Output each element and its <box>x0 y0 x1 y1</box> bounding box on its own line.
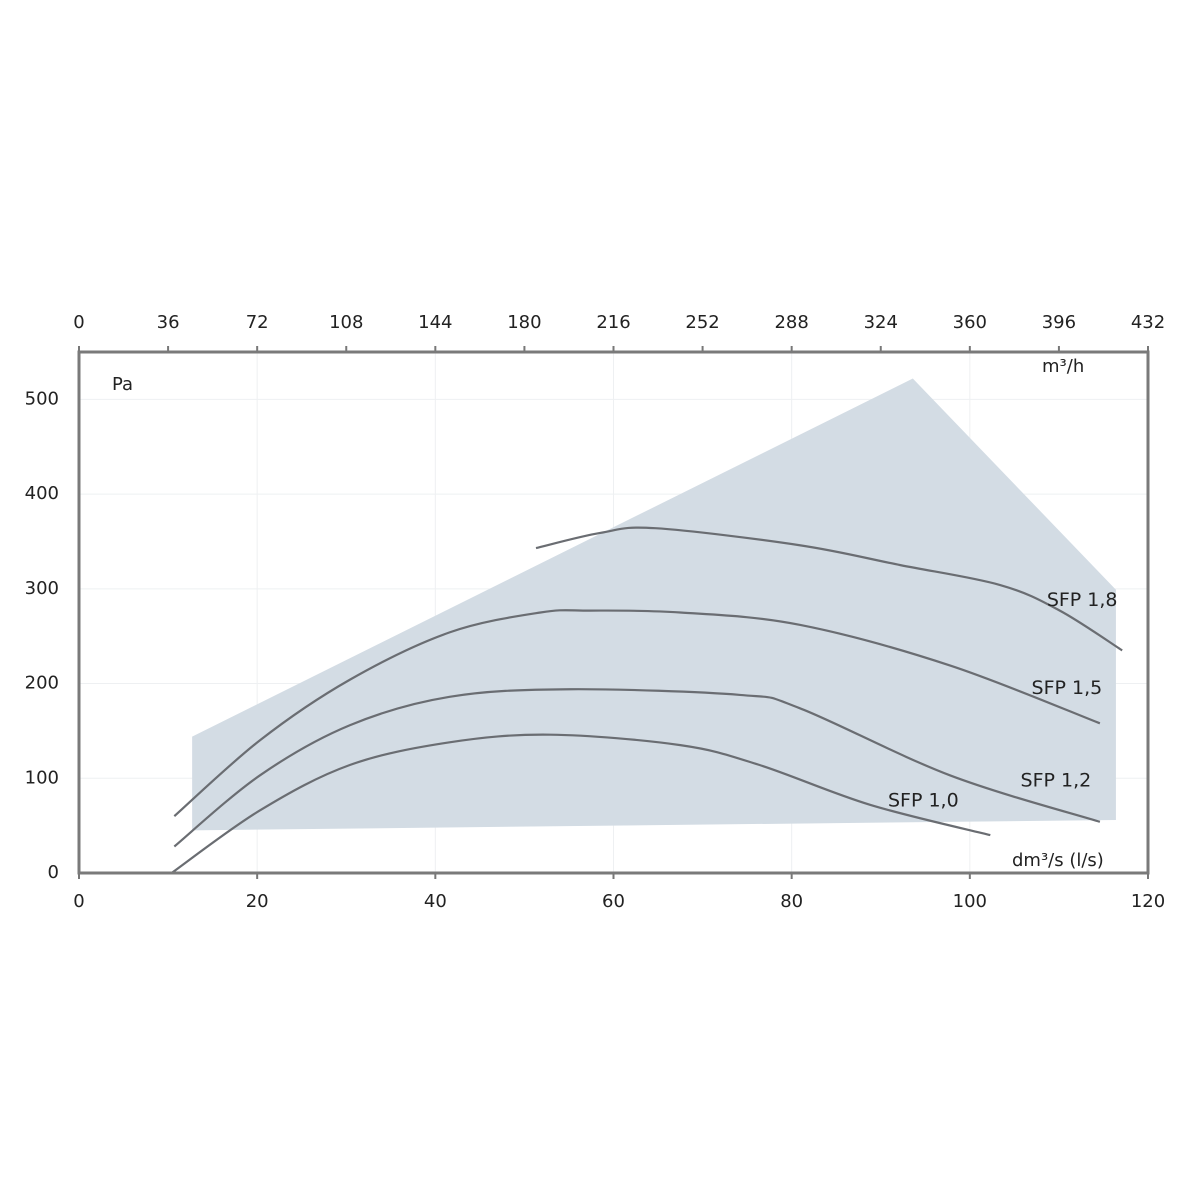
curve-label: SFP 1,2 <box>1021 769 1092 791</box>
curve-label: SFP 1,5 <box>1032 677 1103 699</box>
x2-tick-label: 108 <box>329 312 363 333</box>
x2-tick-label: 324 <box>864 312 898 333</box>
y-tick-label: 500 <box>25 388 59 409</box>
x2-tick-label: 288 <box>774 312 808 333</box>
x-tick-label: 80 <box>780 891 803 912</box>
sfp-curve <box>171 733 991 874</box>
x-tick-label: 60 <box>602 891 625 912</box>
sfp-curve <box>173 609 1101 817</box>
x2-tick-label: 36 <box>157 312 180 333</box>
x2-tick-label: 396 <box>1042 312 1076 333</box>
curve-label: SFP 1,0 <box>888 790 959 812</box>
sfp-curve <box>173 688 1101 848</box>
x-tick-label: 120 <box>1131 891 1165 912</box>
x-tick-label: 40 <box>424 891 447 912</box>
y-tick-label: 300 <box>25 578 59 599</box>
x-tick-label: 100 <box>953 891 987 912</box>
x2-tick-label: 72 <box>246 312 269 333</box>
curve-label: SFP 1,8 <box>1047 589 1118 611</box>
x2-axis-label: m³/h <box>1042 356 1084 377</box>
x2-tick-label: 432 <box>1131 312 1165 333</box>
sfp-curve <box>535 526 1123 652</box>
x2-tick-label: 180 <box>507 312 541 333</box>
y-tick-label: 200 <box>25 673 59 694</box>
x2-tick-label: 360 <box>953 312 987 333</box>
x2-tick-label: 216 <box>596 312 630 333</box>
x2-tick-label: 0 <box>73 312 84 333</box>
y-tick-label: 400 <box>25 483 59 504</box>
x-tick-label: 20 <box>246 891 269 912</box>
x2-tick-label: 144 <box>418 312 452 333</box>
y-tick-label: 100 <box>25 767 59 788</box>
x-axis-label: dm³/s (l/s) <box>1012 850 1104 871</box>
operating-area <box>192 378 1116 831</box>
y-tick-label: 0 <box>48 862 59 883</box>
x2-tick-label: 252 <box>685 312 719 333</box>
y-axis-label: Pa <box>112 374 133 395</box>
x-tick-label: 0 <box>73 891 84 912</box>
plot-frame <box>77 350 1150 875</box>
